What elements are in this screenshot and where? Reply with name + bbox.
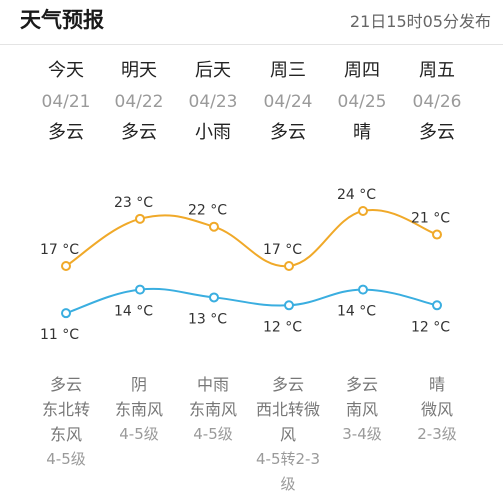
high-temp-label: 22 °C: [188, 203, 227, 219]
wind-level: 4-5转2-3级: [256, 450, 320, 493]
high-temp-point: [284, 261, 294, 271]
day-condition: 多云: [48, 122, 84, 143]
wind-level: 3-4级: [342, 425, 382, 443]
day-date: 04/22: [114, 92, 164, 112]
high-temp-point: [61, 261, 71, 271]
day-condition: 多云: [270, 122, 306, 143]
forecast-detail: 阴 东南风 4-5级: [100, 372, 178, 447]
day-column[interactable]: 周五 04/26 多云: [399, 56, 475, 148]
high-temp-label: 17 °C: [40, 242, 79, 258]
detail-condition: 多云: [49, 375, 82, 394]
low-temp-label: 12 °C: [411, 319, 450, 335]
day-headers: 今天 04/21 多云 明天 04/22 多云 后天 04/23 小雨 周三 0…: [0, 56, 503, 156]
publish-time: 21日15时05分发布: [349, 12, 491, 31]
low-temp-line: [65, 287, 438, 315]
day-column[interactable]: 周四 04/25 晴: [324, 56, 400, 148]
day-condition: 晴: [353, 122, 371, 143]
detail-condition: 晴: [428, 375, 445, 394]
day-condition: 多云: [121, 122, 157, 143]
day-condition: 多云: [419, 122, 455, 143]
header: 天气预报 21日15时05分发布: [0, 0, 503, 44]
wind-direction: 西北转微风: [255, 400, 320, 444]
high-temp-label: 23 °C: [114, 195, 153, 211]
forecast-detail: 中雨 东南风 4-5级: [174, 372, 252, 447]
wind-level: 4-5级: [193, 425, 233, 443]
forecast-detail: 多云 东北转东风 4-5级: [27, 372, 105, 472]
wind-direction: 南风: [345, 400, 378, 419]
header-divider: [0, 44, 503, 45]
day-name: 今天: [48, 60, 84, 81]
low-temp-label: 13 °C: [188, 311, 227, 327]
page-title: 天气预报: [20, 8, 104, 32]
wind-level: 4-5级: [46, 450, 86, 468]
day-name: 明天: [121, 60, 157, 81]
low-temp-label: 14 °C: [337, 304, 376, 320]
low-temp-label: 11 °C: [40, 327, 79, 343]
detail-condition: 多云: [345, 375, 378, 394]
high-temp-point: [432, 229, 442, 240]
wind-direction: 东南风: [188, 400, 237, 419]
day-condition: 小雨: [195, 122, 231, 143]
forecast-detail: 多云 南风 3-4级: [323, 372, 401, 447]
detail-condition: 多云: [271, 375, 304, 394]
detail-condition: 中雨: [196, 375, 229, 394]
wind-level: 4-5级: [119, 425, 159, 443]
day-name: 周五: [419, 60, 455, 81]
low-temp-label: 14 °C: [114, 304, 153, 320]
high-temp-point: [358, 205, 368, 216]
low-temp-point: [358, 284, 368, 295]
high-temp-label: 17 °C: [263, 242, 302, 258]
low-temp-point: [432, 300, 442, 311]
high-temp-label: 24 °C: [337, 187, 376, 203]
day-column[interactable]: 后天 04/23 小雨: [175, 56, 251, 148]
day-date: 04/21: [41, 92, 91, 112]
day-date: 04/23: [188, 92, 238, 112]
day-column[interactable]: 周三 04/24 多云: [250, 56, 326, 148]
day-date: 04/26: [412, 92, 462, 112]
low-temp-point: [61, 308, 71, 319]
low-temp-point: [284, 300, 294, 311]
day-column[interactable]: 今天 04/21 多云: [28, 56, 104, 148]
wind-direction: 东北转东风: [41, 400, 90, 444]
day-name: 周三: [270, 60, 306, 81]
high-temp-point: [135, 213, 145, 224]
temperature-chart: 17 °C 23 °C 22 °C 17 °C 24 °C 21 °C 11 °C 14 °C…: [40, 187, 450, 343]
forecast-detail: 晴 微风 2-3级: [398, 372, 476, 447]
wind-direction: 微风: [420, 400, 453, 419]
low-temp-point: [135, 284, 145, 295]
detail-condition: 阴: [130, 375, 147, 394]
high-temp-label: 21 °C: [411, 211, 450, 227]
high-temp-point: [209, 221, 219, 232]
low-temp-label: 12 °C: [263, 319, 302, 335]
high-temp-line: [65, 208, 438, 268]
day-name: 周四: [344, 60, 380, 81]
forecast-detail: 多云 西北转微风 4-5转2-3级: [249, 372, 327, 497]
day-column[interactable]: 明天 04/22 多云: [101, 56, 177, 148]
low-temp-point: [209, 292, 219, 303]
wind-level: 2-3级: [417, 425, 457, 443]
day-name: 后天: [195, 60, 231, 81]
day-date: 04/25: [337, 92, 387, 112]
wind-direction: 东南风: [114, 400, 163, 419]
day-date: 04/24: [263, 92, 313, 112]
